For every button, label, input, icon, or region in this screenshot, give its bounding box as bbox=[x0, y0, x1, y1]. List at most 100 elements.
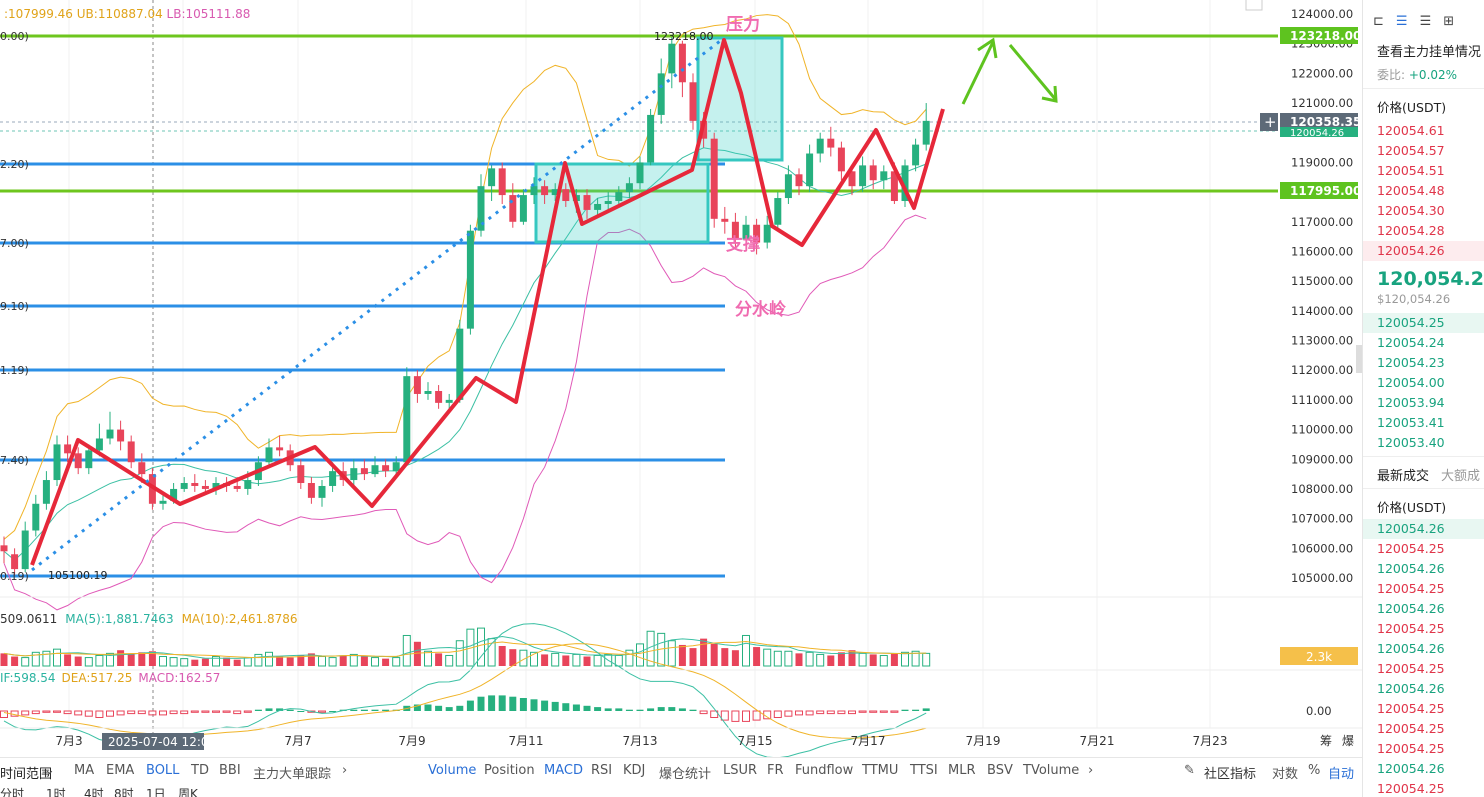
volume-bar bbox=[795, 653, 803, 666]
layout-both-icon[interactable]: ⊏ bbox=[1373, 14, 1396, 29]
ask-row[interactable]: 120054.48 bbox=[1377, 183, 1445, 198]
plus-icon[interactable]: + bbox=[1264, 113, 1277, 131]
log-scale-button[interactable]: 对数 bbox=[1272, 767, 1299, 782]
trade-row[interactable]: 120054.25 bbox=[1377, 721, 1445, 736]
percent-scale-button[interactable]: % bbox=[1308, 763, 1321, 778]
layout-asks-icon[interactable]: ☰ bbox=[1395, 14, 1420, 29]
macd-bar bbox=[657, 707, 665, 711]
orderbook-title[interactable]: 查看主力挂单情况 bbox=[1377, 45, 1482, 60]
trade-row[interactable]: 120054.26 bbox=[1377, 561, 1445, 576]
orderbook-view-icons[interactable]: ⊏☰☰⊞ bbox=[1373, 14, 1466, 29]
chevron-right-icon[interactable]: › bbox=[342, 763, 348, 778]
main-indicator-td[interactable]: TD bbox=[191, 763, 209, 778]
sub-indicator-volume[interactable]: Volume bbox=[428, 763, 477, 778]
trades-tabs[interactable]: 最新成交 大额成 bbox=[1377, 465, 1480, 484]
trade-row[interactable]: 120054.26 bbox=[1363, 519, 1484, 539]
ask-row[interactable]: 120054.61 bbox=[1377, 123, 1445, 138]
sub-indicator-fundflow[interactable]: Fundflow bbox=[795, 763, 854, 778]
trade-row[interactable]: 120054.26 bbox=[1377, 761, 1445, 776]
add-alert-icon[interactable] bbox=[1260, 113, 1278, 131]
main-indicator-boll[interactable]: BOLL bbox=[146, 763, 180, 778]
tab-large-trades[interactable]: 大额成 bbox=[1441, 469, 1481, 484]
sub-indicator-fr[interactable]: FR bbox=[767, 763, 784, 778]
panel-toggle-icon[interactable] bbox=[1245, 0, 1263, 11]
trade-row[interactable]: 120054.25 bbox=[1377, 541, 1445, 556]
time-tick-label: 7月17 bbox=[851, 734, 886, 748]
bid-row[interactable]: 120053.41 bbox=[1377, 415, 1445, 430]
macd-bar bbox=[243, 710, 252, 713]
sub-indicator-ttsi[interactable]: TTSI bbox=[910, 763, 938, 778]
macd-bar bbox=[435, 705, 443, 711]
sub-indicator-ttmu[interactable]: TTMU bbox=[862, 763, 899, 778]
trade-row[interactable]: 120054.25 bbox=[1377, 781, 1445, 796]
ask-row[interactable]: 120054.28 bbox=[1377, 223, 1445, 238]
trade-row[interactable]: 120054.26 bbox=[1377, 601, 1445, 616]
ask-row[interactable]: 120054.26 bbox=[1363, 241, 1484, 261]
bid-row[interactable]: 120054.25 bbox=[1363, 313, 1484, 333]
interval-item[interactable]: 周K bbox=[178, 787, 198, 797]
candle-body bbox=[360, 468, 368, 475]
main-indicator-big-order[interactable]: 主力大单跟踪 bbox=[253, 767, 332, 782]
trade-row[interactable]: 120054.26 bbox=[1377, 681, 1445, 696]
sub-indicator-macd[interactable]: MACD bbox=[544, 763, 583, 778]
panel-resize-handle[interactable] bbox=[1356, 345, 1362, 373]
auto-scale-button[interactable]: 自动 bbox=[1328, 767, 1355, 782]
sub-indicator-kdj[interactable]: KDJ bbox=[623, 763, 646, 778]
bid-row[interactable]: 120054.23 bbox=[1377, 355, 1445, 370]
sub-indicator-liquidation[interactable]: 爆仓统计 bbox=[659, 767, 712, 782]
trade-row[interactable]: 120054.25 bbox=[1377, 741, 1445, 756]
crosshair-time-badge bbox=[102, 733, 204, 750]
main-indicator-ema[interactable]: EMA bbox=[106, 763, 135, 778]
bid-row[interactable]: 120054.00 bbox=[1377, 375, 1445, 390]
chevron-right-icon[interactable]: › bbox=[1088, 763, 1094, 778]
trade-row[interactable]: 120054.26 bbox=[1377, 641, 1445, 656]
macd-bar bbox=[784, 710, 793, 717]
interval-item[interactable]: 分时 bbox=[0, 787, 25, 797]
ask-row[interactable]: 120054.51 bbox=[1377, 163, 1445, 178]
candle-body bbox=[307, 483, 315, 498]
macd-bar bbox=[116, 710, 125, 716]
candle-body bbox=[371, 465, 379, 475]
trade-row[interactable]: 120054.25 bbox=[1377, 581, 1445, 596]
boll-middle-band bbox=[3, 147, 927, 561]
tab-latest-trades[interactable]: 最新成交 bbox=[1377, 469, 1430, 484]
time-range-button[interactable]: 时间范围 bbox=[0, 767, 53, 782]
edit-icon[interactable]: ✎ bbox=[1184, 763, 1195, 778]
ask-row[interactable]: 120054.57 bbox=[1377, 143, 1445, 158]
price-chart[interactable]: 124000.00123000.00122000.00121000.001200… bbox=[0, 0, 1362, 757]
main-indicator-bbi[interactable]: BBI bbox=[219, 763, 241, 778]
trade-row[interactable]: 120054.25 bbox=[1377, 661, 1445, 676]
sub-indicator-rsi[interactable]: RSI bbox=[591, 763, 613, 778]
bid-row[interactable]: 120054.24 bbox=[1377, 335, 1445, 350]
chevron-down-icon[interactable]: ⌄ bbox=[44, 763, 55, 778]
interval-item[interactable]: 1时 bbox=[46, 787, 66, 797]
trade-row[interactable]: 120054.25 bbox=[1377, 701, 1445, 716]
time-axis-icon[interactable]: 筹 bbox=[1320, 734, 1332, 748]
interval-item[interactable]: 8时 bbox=[114, 787, 134, 797]
sub-indicator-mlr[interactable]: MLR bbox=[948, 763, 976, 778]
sub-indicator-position[interactable]: Position bbox=[484, 763, 535, 778]
ask-row[interactable]: 120054.30 bbox=[1377, 203, 1445, 218]
macd-bar bbox=[222, 710, 231, 713]
dotted-trend-line bbox=[31, 36, 725, 572]
crosshair-price-badge-text: 120358.35 bbox=[1290, 115, 1361, 129]
sub-indicator-tvolume[interactable]: TVolume bbox=[1023, 763, 1080, 778]
volume-bar bbox=[339, 655, 347, 666]
time-axis-icon[interactable]: 爆 bbox=[1342, 734, 1354, 748]
interval-item[interactable]: 1日 bbox=[146, 787, 166, 797]
sub-indicator-bsv[interactable]: BSV bbox=[987, 763, 1013, 778]
macd-bar bbox=[805, 710, 814, 716]
macd-bar bbox=[742, 710, 750, 722]
interval-item[interactable]: 4时 bbox=[84, 787, 104, 797]
time-tick-label: 7月13 bbox=[623, 734, 658, 748]
main-indicator-ma[interactable]: MA bbox=[74, 763, 95, 778]
layout-grid-icon[interactable]: ⊞ bbox=[1443, 14, 1467, 29]
sub-indicator-lsur[interactable]: LSUR bbox=[723, 763, 758, 778]
macd-bar bbox=[233, 710, 242, 715]
bid-row[interactable]: 120053.94 bbox=[1377, 395, 1445, 410]
trade-row[interactable]: 120054.25 bbox=[1377, 621, 1445, 636]
volume-bar bbox=[0, 653, 8, 666]
bid-row[interactable]: 120053.40 bbox=[1377, 435, 1445, 450]
layout-bids-icon[interactable]: ☰ bbox=[1419, 14, 1444, 29]
community-indicator-button[interactable]: 社区指标 bbox=[1204, 767, 1257, 782]
